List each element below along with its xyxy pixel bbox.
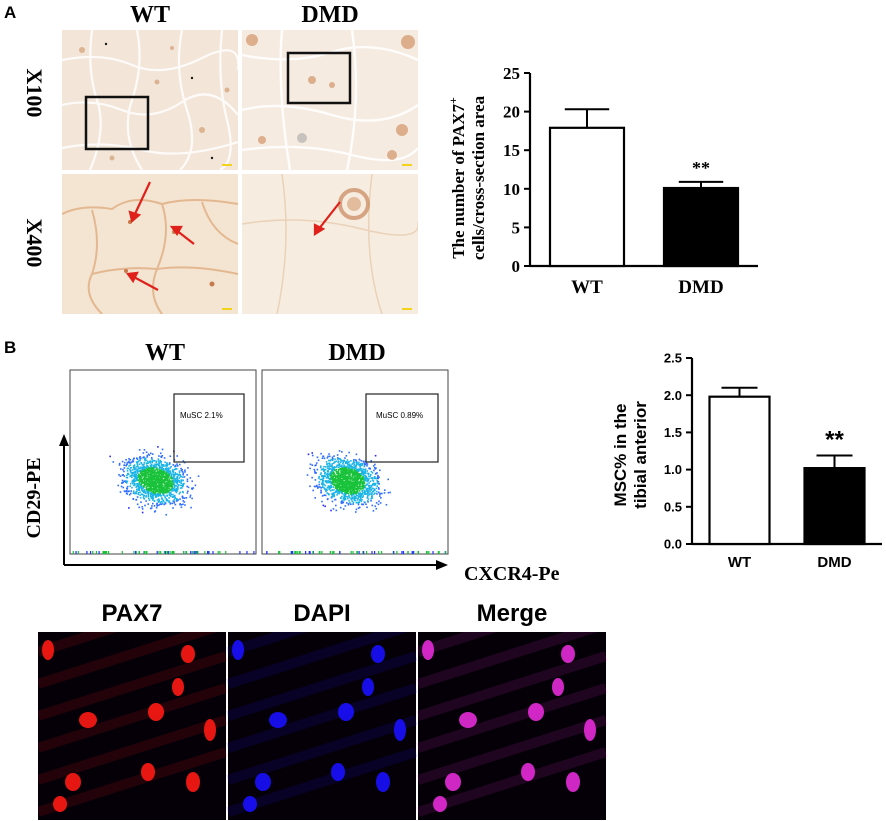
bar-chart-pax7: The number of PAX7+ cells/cross-section … bbox=[446, 64, 758, 298]
gate-wt bbox=[173, 393, 245, 463]
bar-chart-msc: MSC% in the tibial anterior 0.0 0.5 1.0 1.5… bbox=[611, 351, 882, 571]
y-tick-label: 2.5 bbox=[664, 351, 682, 366]
micrograph-wt-x100 bbox=[62, 30, 238, 170]
chart-b-ylabel-line2: tibial anterior bbox=[631, 401, 650, 509]
y-tick-label: 5 bbox=[512, 218, 521, 237]
y-tick-label: 20 bbox=[503, 103, 520, 122]
y-tick-label: 0 bbox=[512, 257, 521, 276]
flow-y-label: CD29-PE bbox=[23, 457, 45, 538]
row-label-x100: X100 bbox=[22, 68, 47, 118]
chart-a-ylabel-line2: cells/cross-section area bbox=[469, 95, 488, 260]
gate-label-wt: MuSC 2.1% bbox=[180, 411, 223, 420]
significance-mark: ** bbox=[825, 426, 844, 453]
panel-a-header-dmd: DMD bbox=[301, 2, 359, 28]
row-label-x400: X400 bbox=[22, 218, 47, 268]
flow-x-label: CXCR4-Percp5.5 bbox=[464, 563, 560, 585]
y-tick-label: 25 bbox=[503, 64, 520, 83]
fluor-label-pax7: PAX7 bbox=[101, 600, 163, 627]
panel-a-letter: A bbox=[4, 3, 17, 22]
significance-mark: ** bbox=[692, 158, 710, 178]
flow-cytometry-plots: MuSC 2.1% MuSC 0.89% CD29-PE CXCR4-Percp… bbox=[23, 369, 560, 585]
x-tick-label: DMD bbox=[678, 277, 723, 298]
x-tick-label: DMD bbox=[817, 554, 851, 571]
bar-dmd bbox=[662, 186, 740, 268]
fluorescence-images bbox=[38, 632, 608, 820]
y-tick-label: 0.0 bbox=[664, 537, 682, 552]
panel-b-header-wt: WT bbox=[144, 340, 185, 366]
bar-wt bbox=[708, 395, 771, 546]
bar-wt bbox=[548, 126, 626, 268]
panel-a-header-wt: WT bbox=[129, 2, 170, 28]
y-tick-label: 10 bbox=[503, 180, 520, 199]
panel-b-letter: B bbox=[4, 338, 17, 357]
y-tick-label: 0.5 bbox=[664, 499, 682, 514]
y-tick-label: 2.0 bbox=[664, 388, 682, 403]
micrograph-dmd-x400 bbox=[242, 174, 418, 314]
gate-dmd bbox=[365, 393, 439, 463]
panel-b-header-dmd: DMD bbox=[328, 340, 386, 366]
y-tick-label: 15 bbox=[503, 141, 520, 160]
fluor-label-merge: Merge bbox=[476, 600, 548, 627]
gate-label-dmd: MuSC 0.89% bbox=[376, 411, 423, 420]
x-tick-label: WT bbox=[728, 554, 751, 571]
micrograph-wt-x400 bbox=[62, 174, 238, 314]
fluor-label-dapi: DAPI bbox=[293, 600, 351, 627]
bar-dmd bbox=[803, 467, 866, 546]
x-tick-label: WT bbox=[571, 277, 603, 298]
chart-a-ylabel-line1: The number of PAX7+ bbox=[446, 97, 468, 259]
y-tick-label: 1.0 bbox=[664, 462, 682, 477]
chart-b-ylabel-line1: MSC% in the bbox=[611, 404, 630, 507]
micrograph-dmd-x100 bbox=[242, 30, 418, 170]
y-tick-label: 1.5 bbox=[664, 425, 682, 440]
